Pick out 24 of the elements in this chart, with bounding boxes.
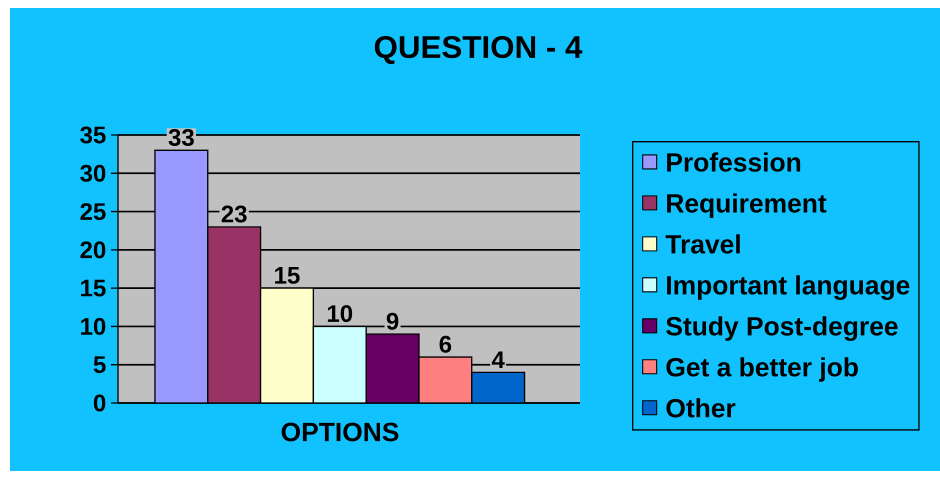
data-label: 9	[386, 312, 398, 330]
legend-label: Profession	[667, 152, 800, 172]
x-axis-title: OPTIONS	[282, 422, 398, 442]
data-label: 23	[222, 206, 247, 223]
y-tick-label: 0	[94, 394, 106, 412]
legend-label: Study Post-degree	[666, 316, 898, 341]
y-tick-label: 5	[94, 356, 106, 374]
y-tick-label: 25	[80, 203, 106, 220]
y-tick-label: 10	[81, 318, 106, 335]
legend-label: Get a better job	[666, 357, 858, 382]
legend-label: Requirement	[667, 193, 826, 218]
data-label: 33	[168, 128, 194, 146]
chart-title: QUESTION - 4	[374, 36, 582, 64]
y-tick-label: 30	[80, 164, 106, 182]
y-tick-label: 15	[81, 280, 106, 297]
data-label: 15	[275, 267, 300, 284]
data-label: 4	[492, 352, 505, 368]
data-label: 6	[440, 336, 452, 353]
legend-label: Other	[666, 398, 736, 418]
legend-label: Travel	[666, 234, 740, 254]
y-tick-label: 20	[80, 241, 106, 258]
y-tick-label: 35	[80, 126, 106, 144]
data-label: 10	[328, 305, 352, 322]
legend-label: Important language	[667, 275, 910, 300]
